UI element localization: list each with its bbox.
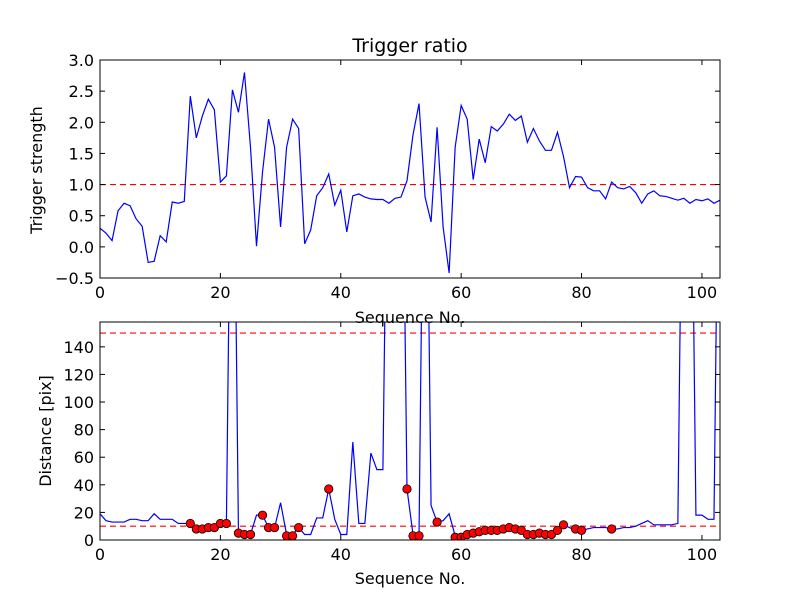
bottom-y-tick-label-6: 120	[63, 365, 94, 384]
top-series-line-0	[100, 72, 720, 274]
bottom-x-tick-label-0: 0	[95, 545, 105, 564]
bottom-point-9	[245, 529, 256, 540]
bottom-chart: 0 20 40 60 80 100 0 20 40 60 80 100 120 140 Sequence …	[36, 321, 721, 588]
bottom-y-tick-label-5: 100	[63, 393, 94, 412]
bottom-point-39	[558, 520, 569, 530]
bottom-data-layer	[100, 322, 720, 540]
bottom-y-tick-label-7: 140	[63, 338, 94, 357]
top-x-tick-label-3: 60	[451, 283, 471, 302]
bottom-x-tick-label-4: 80	[571, 545, 591, 564]
bottom-point-41	[576, 525, 587, 535]
top-y-tick-label-6: 2.5	[69, 82, 94, 101]
bottom-y-tick-label-0: 0	[84, 531, 94, 550]
bottom-x-tick-label-1: 20	[210, 545, 230, 564]
bottom-point-6	[221, 518, 232, 529]
top-axes-frame	[99, 59, 721, 279]
top-x-tick-label-1: 20	[210, 283, 230, 302]
top-x-tick-label-0: 0	[95, 283, 105, 302]
bottom-x-tick-label-2: 40	[331, 545, 351, 564]
bottom-point-16	[324, 484, 334, 494]
bottom-point-10	[257, 510, 268, 520]
bottom-axes-frame	[99, 321, 721, 541]
top-y-axis-label: Trigger strength	[27, 106, 46, 235]
bottom-y-axis-label: Distance [pix]	[36, 375, 55, 487]
bottom-x-tick-label-5: 100	[687, 545, 718, 564]
top-y-tick-label-0: −0.5	[55, 269, 94, 288]
bottom-point-0	[185, 518, 195, 529]
top-chart-title: Trigger ratio	[351, 35, 467, 57]
top-y-tick-label-5: 2.0	[69, 113, 94, 132]
top-y-tick-label-4: 1.5	[69, 144, 94, 163]
top-x-tick-label-2: 40	[331, 283, 351, 302]
bottom-y-tick-label-4: 80	[74, 421, 94, 440]
bottom-point-42	[607, 524, 617, 534]
top-y-tick-label-1: 0.0	[69, 238, 94, 257]
bottom-point-12	[269, 522, 280, 533]
top-y-tick-label-7: 3.0	[69, 51, 94, 70]
bottom-y-tick-label-1: 20	[74, 503, 94, 522]
top-plot-area: 0 20 40 60 80 100 −0.5 0.0 0.5 1.0 1.5 2.0 2.5 3.0	[55, 51, 721, 302]
top-y-tick-label-3: 1.0	[69, 176, 94, 195]
top-y-tick-label-2: 0.5	[69, 207, 94, 226]
bottom-point-14	[288, 531, 298, 540]
top-x-axis-label: Sequence No.	[355, 308, 466, 327]
bottom-x-tick-label-3: 60	[451, 545, 471, 564]
bottom-point-38	[552, 525, 563, 535]
top-x-tick-label-5: 100	[687, 283, 718, 302]
bottom-point-15	[294, 522, 304, 533]
bottom-point-20	[432, 517, 442, 527]
bottom-y-tick-label-3: 60	[74, 448, 94, 467]
top-data-layer	[100, 72, 720, 274]
bottom-plot-area: 0 20 40 60 80 100 0 20 40 60 80 100 120 140	[63, 321, 721, 564]
top-x-tick-label-4: 80	[571, 283, 591, 302]
bottom-x-axis-label: Sequence No.	[355, 569, 466, 588]
bottom-point-19	[414, 531, 424, 540]
bottom-y-tick-label-2: 40	[74, 476, 94, 495]
bottom-point-17	[402, 484, 412, 494]
